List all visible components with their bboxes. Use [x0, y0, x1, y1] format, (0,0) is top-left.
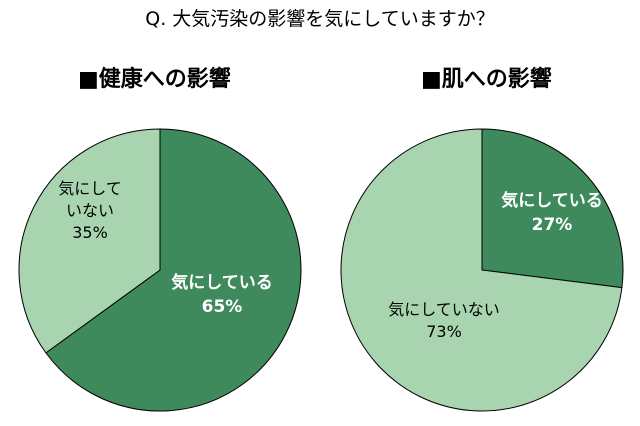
chart-title-skin: ■肌への影響	[421, 67, 552, 92]
slice-value-skin-not-worried: 73%	[426, 322, 462, 341]
pie-slice-health-worried	[45, 128, 302, 412]
slice-value-health-not-worried: 35%	[72, 223, 108, 242]
slice-name-skin-worried: 気にしている	[500, 190, 603, 211]
slice-label-skin-not-worried: 気にしていない 73%	[388, 300, 500, 341]
slice-value-health-worried: 65%	[202, 297, 243, 317]
chart-title-health: ■健康への影響	[78, 67, 231, 92]
slice-value-skin-worried: 27%	[532, 215, 573, 235]
slice-label-skin-worried: 気にしている 27%	[500, 190, 603, 235]
question-title: Q. 大気汚染の影響を気にしていますか？	[145, 8, 495, 30]
slice-label-health-not-worried: 気にしていない 35%	[58, 179, 122, 242]
slice-name-skin-not-worried: 気にしていない	[388, 300, 500, 319]
pie-slice-skin-not-worried	[340, 128, 623, 412]
pie-slice-health-not-worried	[18, 128, 161, 354]
slice-name-health-worried: 気にしている	[170, 272, 273, 293]
slice-label-health-worried: 気にしている 65%	[170, 272, 273, 317]
pie-slice-skin-worried	[481, 128, 624, 289]
slice-name-health-not-worried: いない	[66, 201, 114, 220]
slice-name-health-not-worried: 気にして	[58, 179, 122, 198]
